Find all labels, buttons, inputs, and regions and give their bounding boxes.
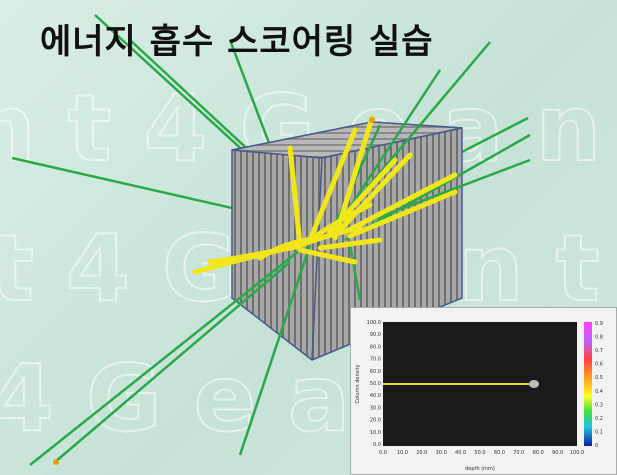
colorbar-tick-label: 0.5 [595,375,603,381]
y-tick-label: 10.0 [370,430,381,436]
x-tick-label: 100.0 [570,450,584,456]
energy-deposit-inset: 100.0 90.0 80.0 70.0 60.0 50.0 40.0 30.0 20.0 10.… [350,307,617,475]
y-tick-label: 30.0 [370,405,381,411]
x-tick-label: 20.0 [416,450,427,456]
x-tick-label: 60.0 [494,450,505,456]
y-tick-label: 90.0 [370,332,381,338]
colorbar-tick-label: 0.1 [595,429,603,435]
x-tick-label: 80.0 [533,450,544,456]
x-tick-label: 90.0 [552,450,563,456]
colorbar-tick-label: 0.9 [595,321,603,327]
y-tick-label: 80.0 [370,344,381,350]
y-tick-label: 40.0 [370,393,381,399]
x-tick-label: 50.0 [474,450,485,456]
beam-spot [529,380,539,388]
y-tick-label: 50.0 [370,381,381,387]
shower-endpoint [369,117,375,123]
energy-deposit-plot: 100.0 90.0 80.0 70.0 60.0 50.0 40.0 30.0 20.0 10.… [355,320,603,472]
colorbar-tick-label: 0.8 [595,335,603,341]
y-tick-label: 100.0 [367,320,381,326]
colorbar-tick-labels: 0.9 0.8 0.7 0.6 0.5 0.4 0.3 0.2 0.1 0 [595,321,603,449]
x-tick-label: 0.0 [379,450,387,456]
colorbar [584,322,592,446]
track-endpoint [53,459,59,465]
x-tick-label: 70.0 [513,450,524,456]
x-tick-labels: 0.0 10.0 20.0 30.0 40.0 50.0 60.0 70.0 80.0 90.0 1… [379,450,584,456]
y-axis-label: Column density [355,364,361,403]
x-tick-label: 10.0 [397,450,408,456]
colorbar-tick-label: 0.7 [595,348,603,354]
colorbar-tick-label: 0.2 [595,416,603,422]
x-tick-label: 40.0 [455,450,466,456]
y-tick-label: 20.0 [370,418,381,424]
y-tick-label: 70.0 [370,357,381,363]
colorbar-tick-label: 0.3 [595,402,603,408]
y-tick-labels: 100.0 90.0 80.0 70.0 60.0 50.0 40.0 30.0 20.0 10.… [367,320,381,448]
colorbar-tick-label: 0.6 [595,362,603,368]
x-axis-label: depth (mm) [465,466,495,472]
colorbar-tick-label: 0.4 [595,389,603,395]
page-title: 에너지 흡수 스코어링 실습 [40,22,434,62]
y-tick-label: 60.0 [370,369,381,375]
colorbar-tick-label: 0 [595,443,598,449]
particle-shower [192,115,458,275]
y-tick-label: 0.0 [373,442,381,448]
x-tick-label: 30.0 [436,450,447,456]
